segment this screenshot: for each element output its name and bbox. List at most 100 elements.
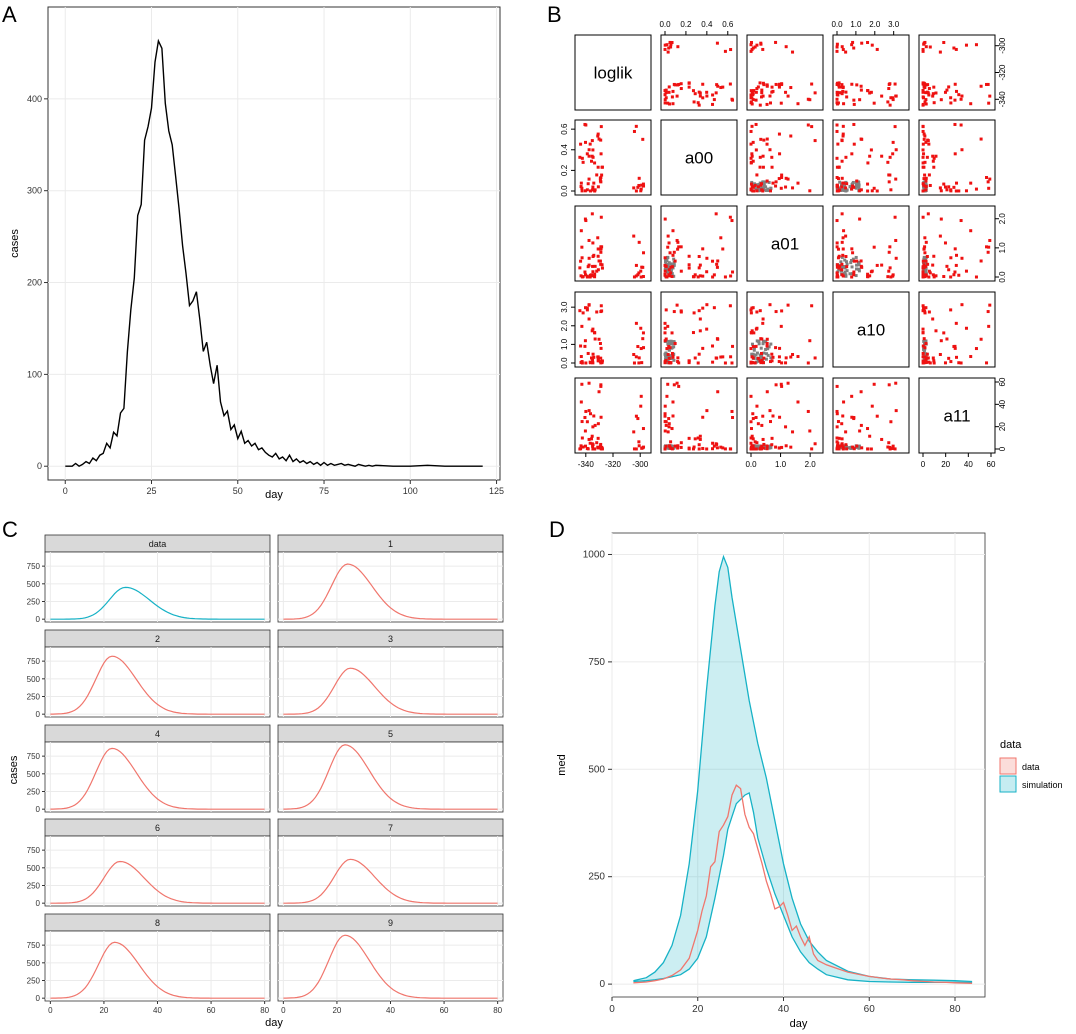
panel-b-red-point — [715, 446, 719, 450]
panel-b-red-point — [949, 360, 953, 364]
panel-b-gray-point — [761, 181, 765, 185]
panel-b-red-point — [836, 142, 840, 146]
panel-b-red-point — [835, 271, 839, 275]
panel-b-red-point — [598, 446, 602, 450]
panel-b-red-point — [838, 264, 842, 268]
panel-b-red-point — [842, 229, 846, 233]
panel-b-red-point — [931, 263, 935, 267]
panel-b-red-point — [711, 275, 715, 279]
panel-b-red-point — [921, 259, 925, 263]
panel-b-tick-label: 0 — [998, 446, 1007, 451]
panel-b-gray-point — [663, 267, 667, 271]
panel-b-red-point — [921, 265, 925, 269]
panel-b-red-point — [636, 417, 640, 421]
panel-b-gray-point — [672, 340, 676, 344]
panel-d-ytick-label: 0 — [599, 979, 605, 990]
panel-b-red-point — [751, 159, 755, 163]
panel-b-red-point — [891, 98, 895, 102]
panel-b-red-point — [584, 219, 588, 223]
panel-b-red-point — [855, 444, 859, 448]
panel-b-gray-point — [854, 184, 858, 188]
panel-b-red-point — [852, 259, 856, 263]
panel-b-gray-point — [669, 269, 673, 273]
panel-d-simulation-ribbon — [633, 556, 973, 983]
panel-b-gray-point — [769, 342, 773, 346]
panel-b-red-point — [755, 326, 759, 330]
panel-b-red-point — [778, 152, 782, 156]
panel-b-red-point — [777, 83, 781, 87]
panel-b-red-point — [953, 346, 957, 350]
panel-b-red-point — [590, 212, 594, 216]
panel-b-red-point — [581, 275, 585, 279]
panel-b-red-point — [768, 303, 772, 307]
panel-b-red-point — [639, 347, 643, 351]
panel-b-red-point — [889, 275, 893, 279]
panel-b-red-point — [600, 266, 604, 270]
panel-b-red-point — [591, 185, 595, 189]
panel-b-red-point — [599, 442, 603, 446]
panel-b-red-point — [850, 82, 854, 86]
panel-b-red-point — [784, 444, 788, 448]
panel-b-red-point — [840, 273, 844, 277]
panel-b-red-point — [931, 94, 935, 98]
panel-c-xtick-label: 0 — [281, 1006, 286, 1015]
panel-b-red-point — [754, 98, 758, 102]
panel-b-red-point — [580, 436, 584, 440]
panel-b-red-point — [664, 420, 668, 424]
panel-b-red-point — [687, 263, 691, 267]
panel-b-tick-label: 0.0 — [560, 185, 569, 197]
panel-b-red-point — [806, 123, 810, 127]
panel-b-red-point — [580, 324, 584, 328]
panel-d: 0 20 40 60 80 0 250 500 750 1000 day med data data sim… — [556, 532, 1063, 1030]
panel-b-red-point — [921, 89, 925, 93]
panel-b-red-point — [749, 142, 753, 146]
panel-b-red-point — [599, 138, 603, 142]
panel-b-red-point — [808, 189, 812, 193]
panel-b-red-point — [670, 351, 674, 355]
panel-b-cell-frame — [574, 34, 652, 111]
panel-b-red-point — [931, 356, 935, 360]
panel-b-red-point — [665, 43, 669, 47]
panel-b-red-point — [928, 361, 932, 365]
panel-b-red-point — [723, 447, 727, 451]
panel-b-red-point — [579, 185, 583, 189]
panel-b-red-point — [760, 423, 764, 427]
panel-b-red-point — [887, 441, 891, 445]
panel-b-gray-point — [857, 183, 861, 187]
panel-b-gray-point — [849, 261, 853, 265]
panel-b-red-point — [666, 245, 670, 249]
panel-b-red-point — [924, 102, 928, 106]
panel-b-red-point — [952, 185, 956, 189]
panel-b-red-point — [698, 317, 702, 321]
panel-b-red-point — [723, 49, 727, 53]
panel-b-red-point — [591, 444, 595, 448]
panel-b-red-point — [580, 256, 584, 260]
panel-c-xtick-label: 0 — [48, 1006, 53, 1015]
panel-b-red-point — [784, 356, 788, 360]
panel-b-red-point — [591, 361, 595, 365]
panel-b-red-point — [923, 309, 927, 313]
panel-b-red-point — [923, 134, 927, 138]
panel-b-gray-point — [767, 180, 771, 184]
panel-b-red-point — [852, 270, 856, 274]
panel-b-red-point — [666, 430, 670, 434]
panel-b-red-point — [701, 346, 705, 350]
panel-b: loglik a00 a01 a10 a11 0.0 0.2 0.4 0.6 0.0 1.0 2.0 3… — [560, 20, 1007, 469]
panel-d-xtick-label: 80 — [949, 1004, 961, 1015]
panel-b-red-point — [921, 142, 925, 146]
panel-b-red-point — [728, 215, 732, 219]
panel-b-gray-point — [765, 352, 769, 356]
panel-b-red-point — [850, 152, 854, 156]
panel-b-red-point — [768, 148, 772, 152]
panel-d-ytick-label: 1000 — [583, 549, 606, 560]
panel-b-red-point — [761, 321, 765, 325]
panel-b-red-point — [729, 274, 733, 278]
panel-c: data025050075012025050075034025050075056… — [8, 534, 504, 1029]
panel-b-red-point — [758, 309, 762, 313]
panel-b-red-point — [583, 270, 587, 274]
panel-b-gray-point — [845, 188, 849, 192]
panel-b-red-point — [583, 189, 587, 193]
panel-b-red-point — [921, 161, 925, 165]
panel-b-red-point — [711, 360, 715, 364]
panel-b-red-point — [922, 137, 926, 141]
